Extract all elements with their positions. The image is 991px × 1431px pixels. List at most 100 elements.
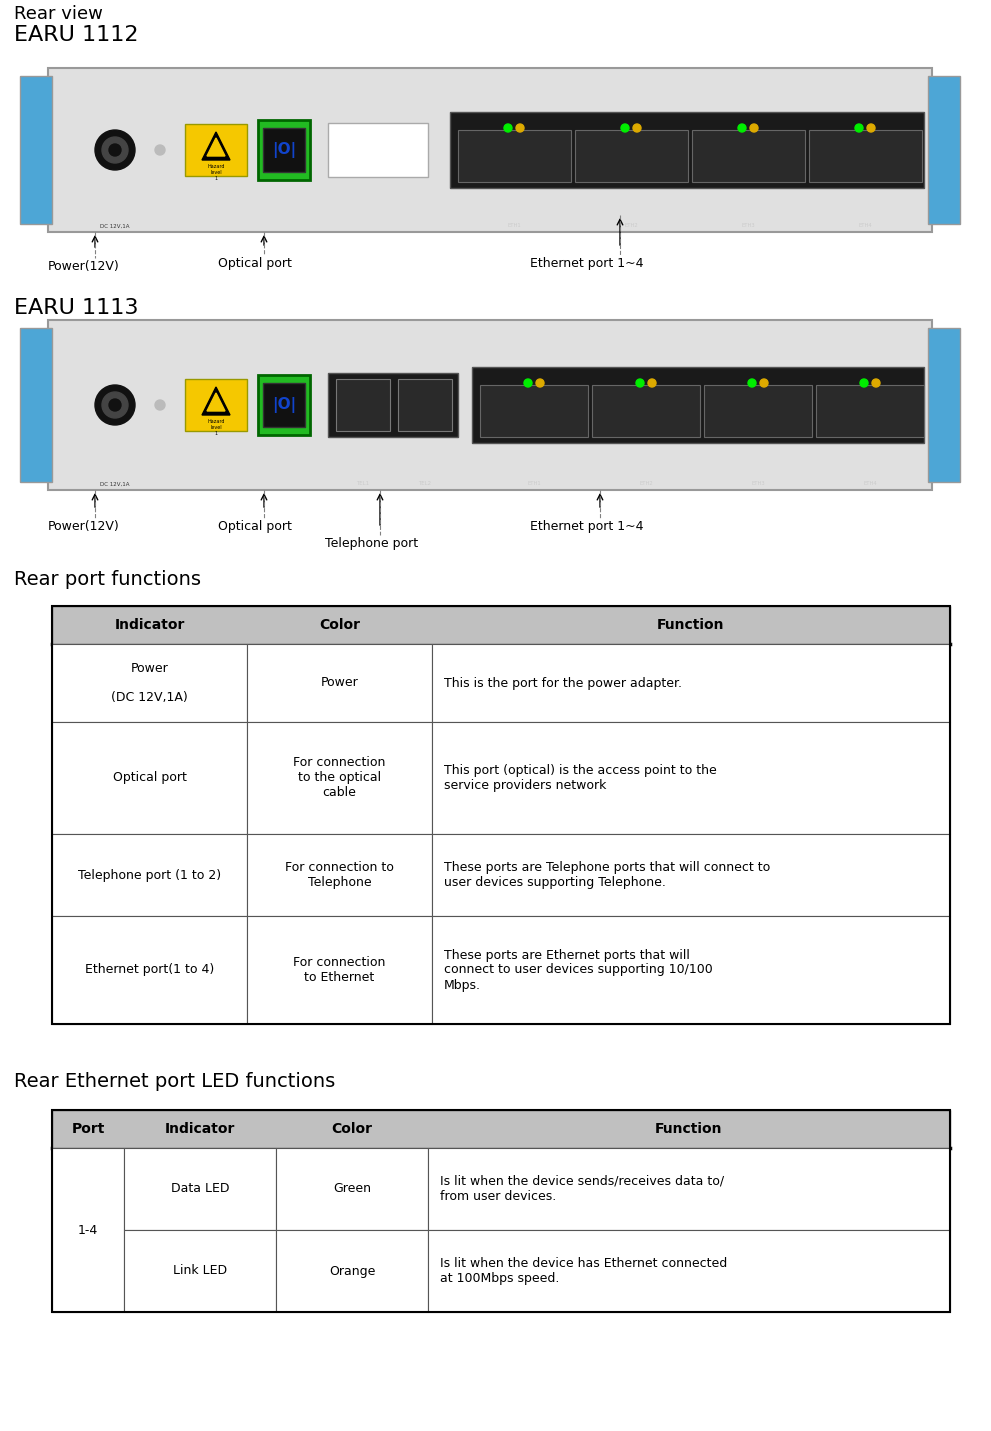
Circle shape <box>760 379 768 386</box>
Text: 1-4: 1-4 <box>78 1224 98 1236</box>
Text: Rear view: Rear view <box>14 4 103 23</box>
Polygon shape <box>207 394 225 411</box>
Bar <box>432 723 950 834</box>
Circle shape <box>109 145 121 156</box>
Bar <box>336 379 390 431</box>
Bar <box>328 123 428 177</box>
Text: Indicator: Indicator <box>114 618 184 633</box>
Bar <box>247 723 432 834</box>
Text: ETH3: ETH3 <box>751 481 765 487</box>
Bar <box>592 385 700 436</box>
Bar <box>428 1148 950 1231</box>
Text: This port (optical) is the access point to the
service providers network: This port (optical) is the access point … <box>444 764 716 791</box>
Text: ETH1: ETH1 <box>507 223 521 228</box>
Text: Ethernet port(1 to 4): Ethernet port(1 to 4) <box>85 963 214 976</box>
Text: Port: Port <box>71 1122 105 1136</box>
Text: Link LED: Link LED <box>173 1265 227 1278</box>
Text: Orange: Orange <box>329 1265 376 1278</box>
Bar <box>20 328 52 482</box>
Bar <box>185 379 247 431</box>
Text: TEL2: TEL2 <box>418 481 431 487</box>
Text: These ports are Ethernet ports that will
connect to user devices supporting 10/1: These ports are Ethernet ports that will… <box>444 949 713 992</box>
Bar <box>276 1231 428 1312</box>
Polygon shape <box>202 386 230 415</box>
Bar <box>458 130 571 182</box>
Circle shape <box>155 145 165 155</box>
Bar <box>432 644 950 723</box>
Text: ETH2: ETH2 <box>639 481 653 487</box>
Bar <box>704 385 812 436</box>
Text: Telephone port (1 to 2): Telephone port (1 to 2) <box>78 869 221 881</box>
Bar <box>52 605 950 1025</box>
Text: |O|: |O| <box>272 142 296 157</box>
Bar <box>263 384 305 426</box>
Circle shape <box>748 379 756 386</box>
Text: Rear port functions: Rear port functions <box>14 570 201 590</box>
Text: Optical port: Optical port <box>218 258 292 270</box>
Circle shape <box>524 379 532 386</box>
Text: Indicator: Indicator <box>165 1122 235 1136</box>
Text: Hazard
level
1: Hazard level 1 <box>207 419 225 435</box>
Bar <box>247 916 432 1025</box>
Text: ETH3: ETH3 <box>741 223 755 228</box>
Text: Power(12V): Power(12V) <box>48 519 120 532</box>
Text: Is lit when the device sends/receives data to/
from user devices.: Is lit when the device sends/receives da… <box>440 1175 724 1203</box>
Circle shape <box>95 385 135 425</box>
Circle shape <box>155 401 165 411</box>
Circle shape <box>867 124 875 132</box>
Text: Function: Function <box>657 618 724 633</box>
Bar <box>276 1148 428 1231</box>
Circle shape <box>516 124 524 132</box>
Text: Ethernet port 1~4: Ethernet port 1~4 <box>530 258 643 270</box>
Circle shape <box>648 379 656 386</box>
Circle shape <box>738 124 746 132</box>
Text: Data LED: Data LED <box>170 1182 229 1195</box>
Text: |O|: |O| <box>272 396 296 414</box>
Text: ETH4: ETH4 <box>863 481 877 487</box>
Text: For connection
to Ethernet: For connection to Ethernet <box>293 956 385 985</box>
Bar <box>52 1148 124 1312</box>
Text: Power: Power <box>321 677 359 690</box>
Bar <box>428 1231 950 1312</box>
Bar <box>52 644 247 723</box>
Bar <box>816 385 924 436</box>
Bar <box>432 916 950 1025</box>
Bar <box>247 834 432 916</box>
Bar <box>450 112 924 187</box>
Text: Optical port: Optical port <box>218 519 292 532</box>
Bar <box>247 644 432 723</box>
Text: Power(12V): Power(12V) <box>48 260 120 273</box>
Polygon shape <box>207 137 225 156</box>
Bar <box>692 130 805 182</box>
Text: TEL1: TEL1 <box>357 481 370 487</box>
Bar <box>928 76 960 225</box>
Text: For connection to
Telephone: For connection to Telephone <box>285 861 394 889</box>
Text: Color: Color <box>332 1122 373 1136</box>
Circle shape <box>750 124 758 132</box>
Text: EARU 1113: EARU 1113 <box>14 298 139 318</box>
Bar <box>52 834 247 916</box>
Bar <box>928 328 960 482</box>
Text: Optical port: Optical port <box>113 771 186 784</box>
Bar <box>328 373 458 436</box>
Circle shape <box>102 137 128 163</box>
Circle shape <box>109 399 121 411</box>
Bar <box>432 834 950 916</box>
Text: This is the port for the power adapter.: This is the port for the power adapter. <box>444 677 682 690</box>
Text: Color: Color <box>319 618 360 633</box>
Polygon shape <box>202 132 230 160</box>
Circle shape <box>504 124 512 132</box>
Bar <box>20 76 52 225</box>
Text: Rear Ethernet port LED functions: Rear Ethernet port LED functions <box>14 1072 335 1090</box>
Bar <box>52 723 247 834</box>
Bar <box>48 69 932 232</box>
Text: DC 12V,1A: DC 12V,1A <box>100 225 130 229</box>
Text: EARU 1112: EARU 1112 <box>14 24 139 44</box>
Text: ETH1: ETH1 <box>527 481 541 487</box>
Bar <box>258 375 310 435</box>
Bar <box>52 916 247 1025</box>
Bar <box>48 321 932 489</box>
Bar <box>124 1231 276 1312</box>
Text: ETH2: ETH2 <box>624 223 638 228</box>
Text: Function: Function <box>655 1122 722 1136</box>
